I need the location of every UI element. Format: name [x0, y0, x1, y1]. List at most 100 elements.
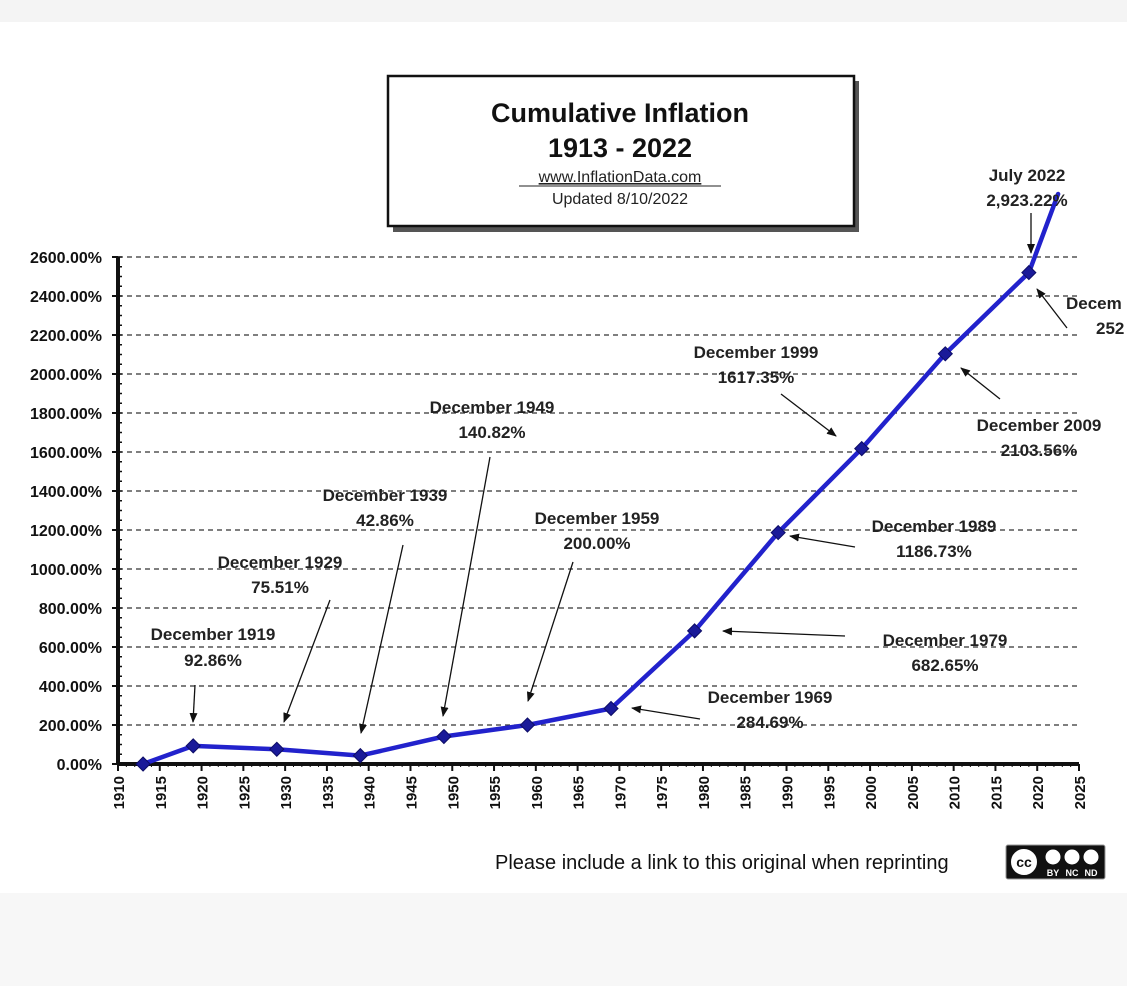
x-tick-label: 1945 — [403, 776, 420, 809]
annotation-dec-2019-value: 252 — [1096, 319, 1124, 338]
by-label: BY — [1047, 868, 1060, 878]
annotation-dec-1939-label: December 1939 — [323, 486, 448, 505]
updated-date: Updated 8/10/2022 — [552, 191, 688, 208]
annotation-dec-1989-label: December 1989 — [872, 517, 997, 536]
annotation-dec-2019-label: Decem — [1066, 294, 1122, 313]
annotation-dec-1929-arrow — [283, 599, 331, 723]
data-point-marker — [135, 756, 151, 772]
footer-reprint-notice: Please include a link to this original w… — [495, 852, 949, 874]
annotation-dec-1959-value: 200.00% — [563, 534, 630, 553]
cc-license-badge[interactable]: cc BY NC ND — [1005, 844, 1106, 880]
x-tick-label: 1960 — [529, 776, 546, 809]
grid-lines — [118, 256, 1079, 726]
x-tick-label: 2010 — [947, 776, 964, 809]
y-tick-label: 2400.00% — [30, 289, 102, 306]
x-tick-labels: 1910 1915 1920 1925 1930 1935 1940 1945 1950 1955… — [111, 776, 1089, 809]
y-tick-label: 1400.00% — [30, 484, 102, 501]
x-tick-label: 1910 — [111, 776, 128, 809]
chart-subtitle: 1913 - 2022 — [548, 133, 692, 163]
x-tick-label: 1965 — [571, 776, 588, 809]
annotation-dec-1929-value: 75.51% — [251, 578, 309, 597]
x-tick-label: 1955 — [487, 776, 504, 809]
x-tick-label: 1920 — [195, 776, 212, 809]
annotation-dec-2009-label: December 2009 — [977, 416, 1102, 435]
annotation-arrows — [189, 213, 1068, 734]
annotation-dec-2009-arrow — [960, 367, 1001, 400]
annotation-dec-1919-value: 92.86% — [184, 651, 242, 670]
annotation-dec-1969-arrow — [631, 705, 701, 720]
nc-icon — [1063, 848, 1081, 866]
axes — [112, 256, 1080, 771]
y-tick-label: 0.00% — [57, 757, 102, 774]
annotation-dec-1949-arrow — [440, 456, 491, 717]
annotation-dec-1979-value: 682.65% — [911, 656, 978, 675]
annotation-dec-1919-arrow — [189, 684, 198, 723]
source-link[interactable]: www.InflationData.com — [538, 169, 702, 186]
annotation-dec-1939-value: 42.86% — [356, 511, 414, 530]
x-tick-label: 2000 — [863, 776, 880, 809]
data-point-marker — [352, 747, 369, 764]
annotation-jul-2022-value: 2,923.22% — [986, 191, 1067, 210]
annotation-dec-1979-arrow — [722, 627, 846, 637]
x-tick-label: 1915 — [153, 776, 170, 809]
y-tick-label: 1200.00% — [30, 523, 102, 540]
annotation-dec-1999-arrow — [780, 393, 837, 437]
x-tick-label: 1925 — [236, 776, 253, 809]
data-point-marker — [1021, 264, 1037, 281]
data-point-marker — [686, 623, 703, 639]
x-tick-label: 2020 — [1030, 776, 1047, 809]
annotation-dec-1999-label: December 1999 — [694, 343, 819, 362]
annotation-dec-1969-value: 284.69% — [736, 713, 803, 732]
annotation-dec-1939-arrow — [359, 544, 404, 734]
annotation-dec-1989-value: 1186.73% — [896, 542, 972, 561]
annotation-dec-1989-arrow — [789, 533, 856, 548]
data-point-marker — [937, 346, 954, 362]
cc-badge-label: cc — [1016, 854, 1032, 870]
annotation-dec-1949-label: December 1949 — [430, 398, 555, 417]
x-tick-label: 1940 — [362, 776, 379, 809]
annotation-dec-1959-label: December 1959 — [535, 509, 660, 528]
data-point-marker — [519, 717, 536, 733]
top-band — [0, 0, 1127, 22]
x-tick-label: 1990 — [780, 776, 797, 809]
nd-icon — [1082, 848, 1100, 866]
y-tick-label: 1000.00% — [30, 562, 102, 579]
by-icon — [1044, 848, 1062, 866]
series-markers — [135, 264, 1037, 772]
y-tick-label: 2200.00% — [30, 328, 102, 345]
title-box-frame — [386, 74, 856, 228]
annotation-dec-1969-label: December 1969 — [708, 688, 833, 707]
x-tick-label: 1995 — [821, 776, 838, 809]
annotation-dec-1959-arrow — [526, 561, 574, 702]
y-tick-label: 200.00% — [39, 718, 102, 735]
x-tick-label: 1980 — [696, 776, 713, 809]
x-tick-label: 1985 — [738, 776, 755, 809]
x-tick-label: 1950 — [445, 776, 462, 809]
y-tick-label: 600.00% — [39, 640, 102, 657]
nd-label: ND — [1085, 868, 1098, 878]
annotation-dec-1979-label: December 1979 — [883, 631, 1008, 650]
y-tick-label: 1800.00% — [30, 406, 102, 423]
annotation-dec-2009-value: 2103.56% — [1001, 441, 1078, 460]
data-point-marker — [185, 738, 201, 754]
chart-title: Cumulative Inflation — [491, 98, 749, 128]
x-tick-label: 1970 — [612, 776, 629, 809]
footer: Please include a link to this original w… — [495, 844, 1106, 880]
x-tick-label: 2005 — [905, 776, 922, 809]
annotation-jul-2022-label: July 2022 — [989, 166, 1066, 185]
data-point-marker — [603, 700, 619, 717]
y-tick-label: 800.00% — [39, 601, 102, 618]
annotation-dec-1919-label: December 1919 — [151, 625, 276, 644]
x-tick-label: 1975 — [654, 776, 671, 809]
y-tick-label: 400.00% — [39, 679, 102, 696]
data-point-marker — [770, 524, 786, 541]
y-tick-label: 2600.00% — [30, 250, 102, 267]
bottom-band — [0, 893, 1127, 986]
y-tick-labels: 0.00% 200.00% 400.00% 600.00% 800.00% 1000.00… — [30, 250, 102, 774]
annotation-dec-1949-value: 140.82% — [458, 423, 525, 442]
x-tick-label: 1930 — [278, 776, 295, 809]
x-tick-label: 1935 — [320, 776, 337, 809]
cc-icon — [1009, 847, 1039, 877]
x-tick-label: 2015 — [988, 776, 1005, 809]
